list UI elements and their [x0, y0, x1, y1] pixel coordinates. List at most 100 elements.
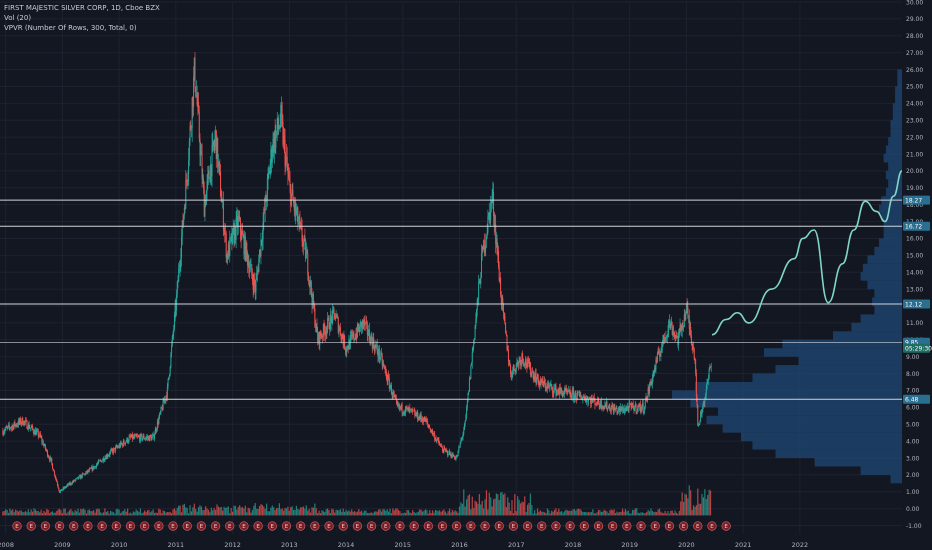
candle-body: [326, 327, 328, 334]
y-tick-label: 23.00: [906, 118, 923, 125]
earnings-badge: [210, 521, 221, 531]
candle-body: [391, 394, 393, 396]
candle-body: [246, 252, 248, 266]
symbol-title[interactable]: FIRST MAJESTIC SILVER CORP, 1D, Cboe BZX: [4, 4, 160, 12]
candle-body: [194, 58, 196, 88]
candle-body: [313, 306, 315, 309]
candle-body: [4, 429, 6, 432]
volume-bar: [91, 511, 93, 516]
level-price-tag: [903, 394, 930, 404]
candle-body: [196, 95, 198, 105]
last-price-tag: [903, 343, 930, 353]
candle-body: [478, 282, 480, 299]
candle-body: [174, 305, 176, 315]
candle-body: [180, 257, 182, 266]
volume-bar: [416, 512, 418, 516]
volume-bar: [315, 508, 317, 516]
candle-body: [265, 196, 267, 202]
earnings-badge-letter: E: [497, 524, 501, 530]
candle-body: [582, 397, 584, 399]
volume-bar: [619, 512, 621, 516]
candle-body: [481, 246, 483, 254]
candle-body: [171, 335, 173, 346]
candle-body: [543, 380, 545, 387]
earnings-badge-letter: E: [15, 524, 19, 530]
level-price-text: 6.48: [905, 397, 919, 404]
volume-bar: [707, 494, 709, 516]
earnings-badge-letter: E: [185, 524, 189, 530]
candle-body: [218, 161, 220, 165]
candle-body: [651, 381, 653, 384]
candle-body: [466, 407, 468, 416]
earnings-badge-letter: E: [710, 524, 714, 530]
candle-body: [507, 349, 509, 351]
candle-body: [23, 421, 25, 425]
candle-body: [8, 424, 10, 427]
candle-body: [707, 380, 709, 383]
candle-body: [219, 164, 221, 172]
volume-bar: [385, 510, 387, 516]
volume-bar: [637, 512, 639, 516]
volume-bar: [410, 513, 412, 516]
candle-body: [688, 315, 690, 317]
candle-body: [503, 313, 505, 317]
volume-bar: [536, 508, 539, 516]
volume-indicator-label[interactable]: Vol (20): [4, 14, 32, 22]
x-tick-label: 2015: [395, 541, 412, 549]
candle-body: [336, 315, 338, 317]
volume-bar: [447, 511, 449, 516]
candle-body: [83, 473, 85, 475]
candle-body: [48, 456, 50, 459]
volume-bar: [372, 513, 374, 516]
volume-bar: [647, 510, 649, 516]
volume-profile-row: [888, 179, 902, 188]
earnings-badge: [452, 521, 462, 531]
volume-bar: [58, 508, 61, 516]
earnings-badge: [622, 521, 632, 531]
candle-body: [637, 405, 639, 409]
candle-body: [632, 402, 634, 405]
candle-body: [159, 413, 161, 418]
candle-body: [37, 430, 39, 437]
volume-bar: [40, 509, 42, 516]
candle-body: [571, 395, 573, 399]
candle-body: [120, 442, 122, 448]
volume-bar: [135, 509, 137, 516]
candle-body: [251, 274, 253, 281]
volume-bar: [451, 509, 454, 516]
chart-grid: [0, 1, 902, 534]
vpvr-indicator-label[interactable]: VPVR (Number Of Rows, 300, Total, 0): [4, 24, 137, 32]
candle-body: [73, 479, 75, 481]
candle-body: [360, 321, 362, 323]
candle-body: [102, 458, 104, 461]
candle-body: [18, 420, 20, 423]
candle-body: [583, 396, 585, 398]
candle-body: [615, 408, 617, 410]
candle-body: [175, 305, 177, 311]
volume-bar: [260, 504, 262, 516]
candle-body: [258, 258, 260, 273]
volume-bar: [110, 510, 112, 516]
candle-body: [68, 482, 70, 485]
earnings-badge: [693, 521, 703, 531]
volume-bar: [195, 508, 197, 516]
candle-body: [116, 446, 118, 448]
candle-body: [10, 428, 12, 429]
volume-bar: [524, 496, 526, 516]
candle-body: [651, 377, 653, 384]
candle-body: [350, 335, 352, 337]
earnings-badge-letter: E: [583, 524, 587, 530]
candle-body: [672, 331, 674, 335]
candle-body: [309, 280, 311, 287]
earnings-badge-letter: E: [115, 524, 119, 530]
volume-bar: [13, 512, 15, 516]
candle-body: [709, 366, 711, 370]
candle-body: [98, 460, 100, 463]
candle-body: [703, 400, 705, 404]
earnings-badge-letter: E: [639, 524, 643, 530]
candle-body: [144, 439, 146, 440]
volume-bar: [474, 500, 476, 516]
volume-profile-row: [892, 111, 902, 121]
volume-bar: [368, 513, 370, 516]
